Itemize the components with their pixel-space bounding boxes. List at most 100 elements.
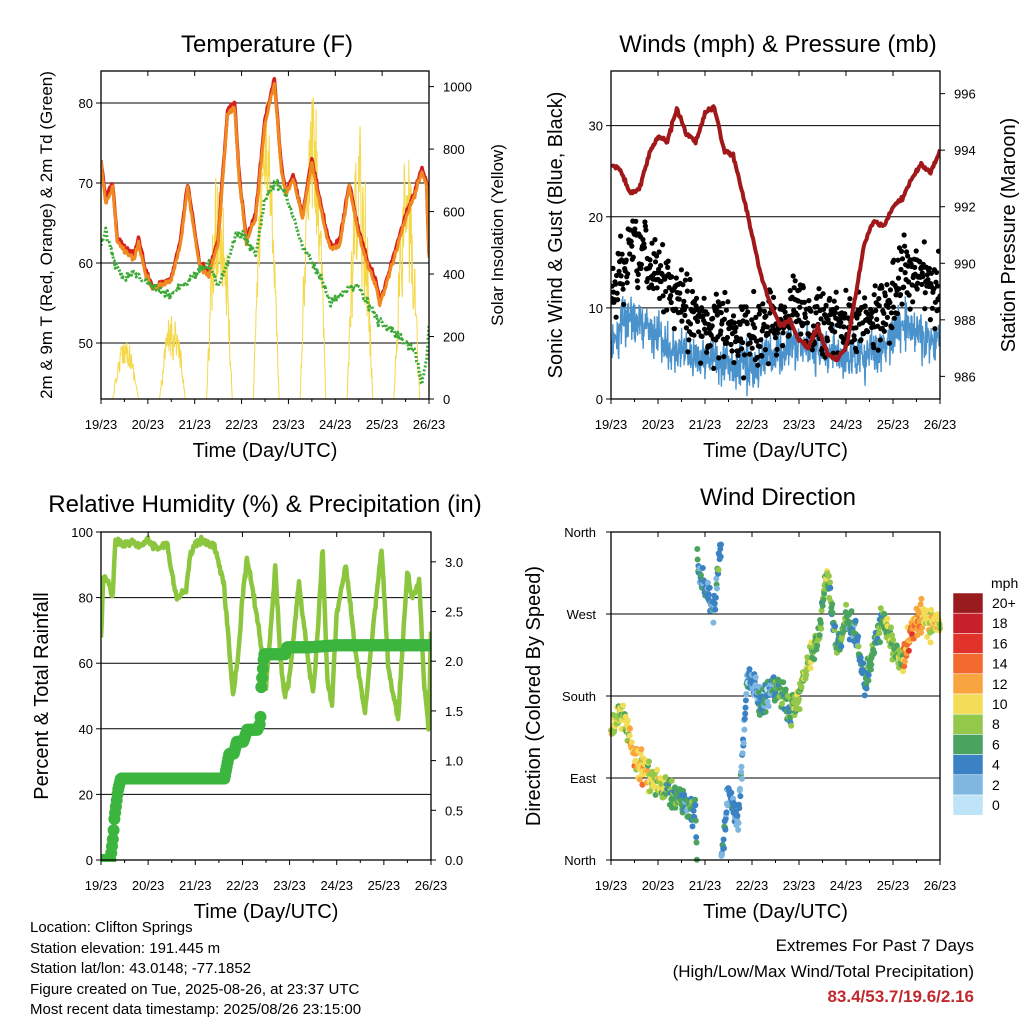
gust-point (787, 288, 793, 294)
chart-title: Winds (mph) & Pressure (mb) (619, 31, 936, 58)
direction-point (722, 815, 729, 822)
x-tick-label: 25/23 (877, 878, 910, 893)
gust-point (934, 283, 940, 289)
y-tick-label: North (564, 853, 596, 868)
direction-point (848, 608, 855, 615)
direction-point (668, 777, 675, 784)
gust-point (773, 352, 780, 358)
precip-point (106, 833, 119, 846)
direction-point (690, 807, 697, 814)
direction-point (917, 601, 924, 608)
direction-point (738, 763, 745, 770)
gust-point (874, 316, 880, 322)
x-tick-label: 24/23 (830, 417, 863, 432)
x-axis-label: Time (Day/UTC) (194, 901, 339, 923)
gust-point (671, 326, 677, 332)
gust-point (929, 305, 936, 311)
direction-point (860, 660, 867, 667)
gust-point (895, 257, 901, 263)
gust-point (935, 248, 940, 254)
gust-point (677, 290, 683, 296)
gust-point (780, 330, 786, 336)
direction-point (714, 585, 720, 592)
gust-point (625, 271, 631, 277)
x-tick-label: 21/23 (689, 878, 722, 893)
gust-point (809, 347, 816, 353)
gust-point (680, 282, 686, 288)
x-tick-label: 20/23 (642, 878, 675, 893)
y2-tick-label: 3.0 (445, 555, 463, 570)
y-tick-label: 0 (596, 392, 603, 407)
y-tick-label: South (562, 689, 596, 704)
gust-point (858, 337, 864, 343)
gust-point (754, 354, 760, 360)
gust-point (627, 251, 633, 257)
gust-point (885, 304, 892, 310)
y2-tick-label: 1.5 (445, 704, 463, 719)
gust-point (854, 315, 860, 321)
panel-1: Winds (mph) & Pressure (mb) 19/23 20/23 21/… (545, 31, 1020, 462)
y-axis-label: Direction (Colored By Speed) (523, 566, 545, 826)
x-tick-label: 21/23 (179, 878, 212, 893)
gust-point (619, 251, 625, 257)
direction-point (693, 839, 700, 846)
gust-point (733, 324, 739, 331)
gust-point (901, 284, 907, 290)
x-tick-label: 19/23 (85, 878, 118, 893)
y-tick-label: 20 (589, 210, 603, 225)
y-tick-label: 0 (86, 853, 93, 868)
y-tick-label: 20 (79, 787, 93, 802)
gust-point (915, 280, 921, 286)
y2-tick-label: 600 (443, 205, 465, 220)
y-tick-label: 10 (589, 301, 603, 316)
direction-point (832, 623, 839, 630)
gust-point (660, 242, 666, 248)
gust-point (841, 324, 847, 330)
direction-point (868, 661, 875, 668)
direction-point (646, 758, 652, 765)
gust-point (875, 347, 881, 353)
precip-point (256, 662, 269, 675)
gust-point (615, 297, 621, 303)
gust-point (749, 317, 755, 323)
gust-point (701, 295, 707, 301)
gust-point (924, 272, 930, 278)
y2-tick-label: 200 (443, 330, 465, 345)
direction-point (715, 566, 722, 573)
direction-point (865, 672, 872, 678)
precip-point (256, 671, 269, 684)
gust-point (716, 355, 722, 361)
gust-point (660, 293, 666, 299)
direction-point (636, 776, 643, 783)
series-2m-td (101, 179, 429, 386)
legend-label: 14 (992, 656, 1008, 672)
gust-point (710, 315, 716, 321)
gust-point (765, 331, 771, 337)
gust-point (887, 299, 893, 306)
gust-point (642, 223, 649, 229)
gust-point (732, 329, 738, 335)
gust-point (889, 325, 895, 331)
direction-point (721, 845, 727, 852)
gust-point (798, 331, 804, 337)
y2-tick-label: 800 (443, 142, 465, 157)
direction-point (741, 726, 748, 733)
direction-point (827, 579, 833, 586)
gust-point (873, 308, 879, 314)
direction-point (710, 619, 717, 626)
legend-label: 2 (992, 777, 1000, 793)
gust-point (649, 240, 655, 246)
gust-point (832, 309, 838, 316)
direction-point (893, 642, 900, 649)
x-tick-label: 20/23 (132, 878, 165, 893)
direction-point (731, 802, 738, 809)
direction-point (918, 595, 925, 602)
gust-point (876, 303, 882, 309)
direction-point (928, 606, 935, 613)
gust-point (922, 290, 928, 296)
direction-point (692, 817, 699, 824)
direction-point (692, 802, 699, 809)
legend-label: 6 (992, 736, 1000, 752)
direction-point (738, 775, 745, 782)
gust-point (709, 323, 715, 329)
